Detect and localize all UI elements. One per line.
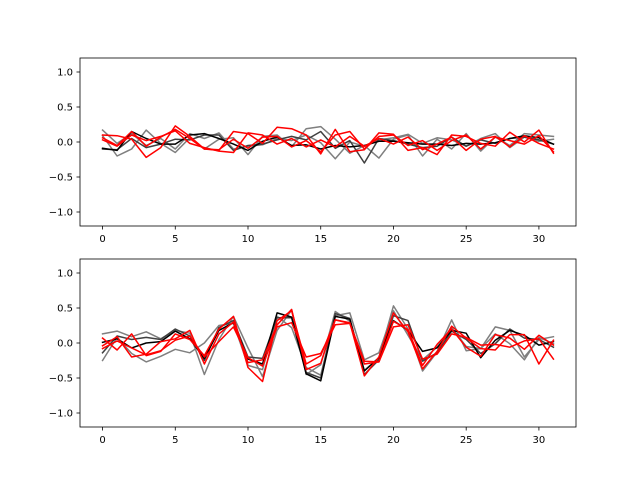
x-tick-label: 20 <box>387 234 400 245</box>
x-tick-label: 30 <box>533 435 546 446</box>
x-tick-label: 15 <box>314 435 327 446</box>
y-tick-label: −0.5 <box>49 173 73 184</box>
series-line-6 <box>101 128 555 153</box>
series-line-4 <box>101 125 555 159</box>
x-tick-label: 20 <box>387 435 400 446</box>
x-tick-label: 30 <box>533 234 546 245</box>
y-tick-label: −1.0 <box>49 409 73 420</box>
x-tick-label: 15 <box>314 234 327 245</box>
series-line-3 <box>101 312 555 382</box>
top-axes: 0 5 10 15 20 25 30 −1.0 −0.5 0.0 0.5 1.0 <box>49 57 577 245</box>
y-tick-label: 0.0 <box>57 339 73 350</box>
x-tick-label: 10 <box>242 234 255 245</box>
y-tick-label: −1.0 <box>49 208 73 219</box>
series-line-1 <box>101 125 555 159</box>
y-tick-label: 0.5 <box>57 103 73 114</box>
y-tick-label: 1.0 <box>57 269 73 280</box>
series-line-0 <box>101 129 555 160</box>
series-line-5 <box>101 308 555 371</box>
y-tick-label: 1.0 <box>57 68 73 79</box>
x-tick-label: 5 <box>172 435 178 446</box>
y-tick-label: 0.5 <box>57 304 73 315</box>
x-tick-label: 5 <box>172 234 178 245</box>
x-tick-label: 0 <box>99 234 105 245</box>
x-tick-label: 10 <box>242 435 255 446</box>
y-tick-label: −0.5 <box>49 374 73 385</box>
x-tick-label: 0 <box>99 435 105 446</box>
x-tick-label: 25 <box>460 234 473 245</box>
bottom-axes: 0 5 10 15 20 25 30 −1.0 −0.5 0.0 0.5 1.0 <box>49 258 577 446</box>
y-tick-label: 0.0 <box>57 138 73 149</box>
series-line-3 <box>101 130 555 152</box>
series-line-6 <box>101 321 555 367</box>
x-tick-label: 25 <box>460 435 473 446</box>
